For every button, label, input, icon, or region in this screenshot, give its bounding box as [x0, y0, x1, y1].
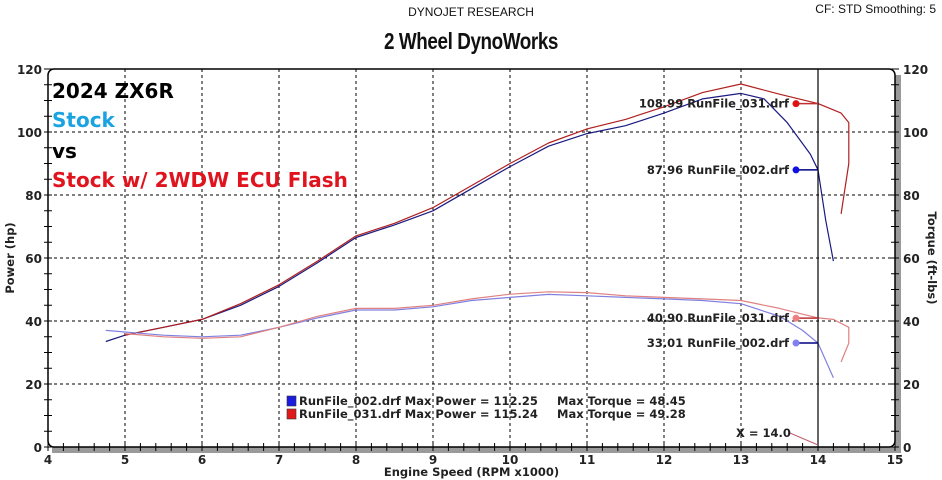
cursor-readout: 87.96 RunFile_002.drf: [647, 163, 790, 178]
y-right-tick-label: 80: [903, 189, 920, 203]
y-left-tick-label: 40: [25, 315, 42, 329]
company-label: DYNOJET RESEARCH: [408, 5, 534, 19]
cursor-readout: 108.99 RunFile_031.drf: [639, 97, 790, 112]
legend-torque: Max Torque = 49.28: [557, 407, 686, 421]
annotation-flash: Stock w/ 2WDW ECU Flash: [52, 168, 348, 192]
x-tick-label: 10: [502, 453, 519, 467]
x-tick-label: 9: [429, 453, 437, 467]
y-left-tick-label: 60: [25, 252, 42, 266]
y-left-tick-label: 80: [25, 189, 42, 203]
cursor-dot: [792, 100, 800, 108]
y-right-tick-label: 40: [903, 315, 920, 329]
series-line-1: [124, 83, 850, 336]
series-line-2: [105, 293, 834, 378]
y-left-tick-label: 0: [34, 441, 42, 455]
x-tick-label: 12: [656, 453, 673, 467]
settings-label: CF: STD Smoothing: 5: [815, 2, 936, 16]
y-right-tick-label: 60: [903, 252, 920, 266]
annotation-vs: vs: [52, 139, 77, 163]
annotation-stock: Stock: [52, 108, 115, 132]
cursor-x-leader: [789, 432, 819, 446]
y-left-tick-label: 120: [17, 63, 42, 77]
y-right-axis-label: Torque (ft-lbs): [925, 212, 939, 305]
series-line-3: [124, 291, 850, 363]
y-right-tick-label: 0: [903, 441, 911, 455]
x-tick-label: 15: [887, 453, 904, 467]
x-tick-label: 11: [579, 453, 596, 467]
cursor-x-label: X = 14.0: [736, 426, 791, 440]
x-tick-label: 14: [810, 453, 827, 467]
x-tick-label: 4: [44, 453, 52, 467]
y-left-tick-label: 100: [17, 126, 42, 140]
legend-entry: RunFile_031.drf Max Power = 115.24: [299, 407, 538, 422]
y-right-tick-label: 120: [903, 63, 928, 77]
x-axis-label: Engine Speed (RPM x1000): [384, 465, 559, 479]
legend-torque: Max Torque = 48.45: [557, 394, 686, 408]
cursor-readout: 40.90 RunFile_031.drf: [647, 311, 790, 326]
annotation-model: 2024 ZX6R: [52, 79, 174, 103]
legend-swatch: [286, 395, 297, 407]
cursor-dot: [792, 166, 800, 174]
x-tick-label: 5: [121, 453, 129, 467]
chart-title: 2 Wheel DynoWorks: [384, 28, 558, 54]
cursor-dot: [792, 339, 800, 347]
cursor-dot: [792, 314, 800, 322]
x-tick-label: 7: [275, 453, 283, 467]
legend-entry: RunFile_002.drf Max Power = 112.25: [299, 394, 538, 409]
y-left-axis-label: Power (hp): [3, 222, 17, 293]
cursor-readout: 33.01 RunFile_002.drf: [647, 336, 790, 351]
x-tick-label: 8: [352, 453, 360, 467]
y-right-tick-label: 100: [903, 126, 928, 140]
frame-shadow: [52, 75, 901, 453]
y-left-tick-label: 20: [25, 378, 42, 392]
legend-swatch: [286, 408, 297, 420]
x-tick-label: 13: [733, 453, 750, 467]
series-line-0: [105, 92, 834, 343]
y-right-tick-label: 20: [903, 378, 920, 392]
x-tick-label: 6: [198, 453, 206, 467]
